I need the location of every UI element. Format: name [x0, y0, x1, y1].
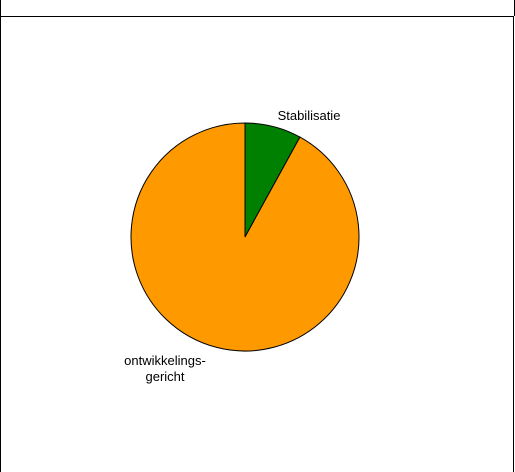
pie-slices: [130, 122, 360, 352]
pie-labels: Stabilisatie ontwikkelings-gericht: [124, 108, 340, 384]
pie-label-stabilisatie: Stabilisatie: [278, 108, 341, 123]
pie-slice-ontwikkelings-gericht: [130, 122, 360, 352]
pie-label-ontwikkelings-gericht: ontwikkelings-gericht: [124, 353, 206, 384]
